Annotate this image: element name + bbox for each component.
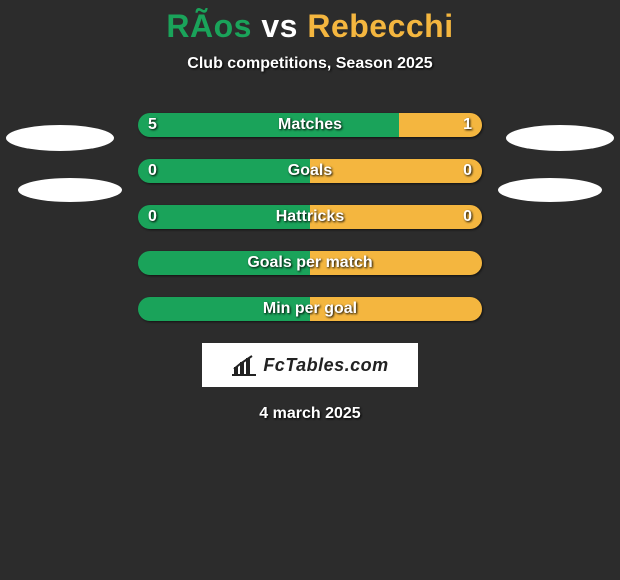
player-placeholder-oval [18,178,122,202]
stat-row: Min per goal [0,297,620,321]
bar-segment-left [138,113,399,137]
bar-segment-left [138,205,310,229]
player-placeholder-oval [498,178,602,202]
bar-track [138,113,482,137]
bar-track [138,297,482,321]
subtitle: Club competitions, Season 2025 [0,55,620,73]
bar-segment-right [399,113,482,137]
page-title: RÃ­os vs Rebecchi [0,0,620,45]
bar-segment-left [138,297,310,321]
stat-row: Hattricks00 [0,205,620,229]
footer-date: 4 march 2025 [0,405,620,423]
bar-segment-left [138,251,310,275]
player-placeholder-oval [506,125,614,151]
bar-chart-icon [231,354,257,376]
bar-segment-right [310,159,482,183]
bar-track [138,205,482,229]
bar-segment-left [138,159,310,183]
title-right: Rebecchi [307,8,453,44]
player-placeholder-oval [6,125,114,151]
bar-segment-right [310,297,482,321]
bar-segment-right [310,251,482,275]
brand-text: FcTables.com [263,355,388,376]
brand-box: FcTables.com [202,343,418,387]
title-vs: vs [252,8,307,44]
title-left: RÃ­os [166,8,252,44]
bar-track [138,251,482,275]
stat-row: Goals per match [0,251,620,275]
bar-segment-right [310,205,482,229]
bar-track [138,159,482,183]
